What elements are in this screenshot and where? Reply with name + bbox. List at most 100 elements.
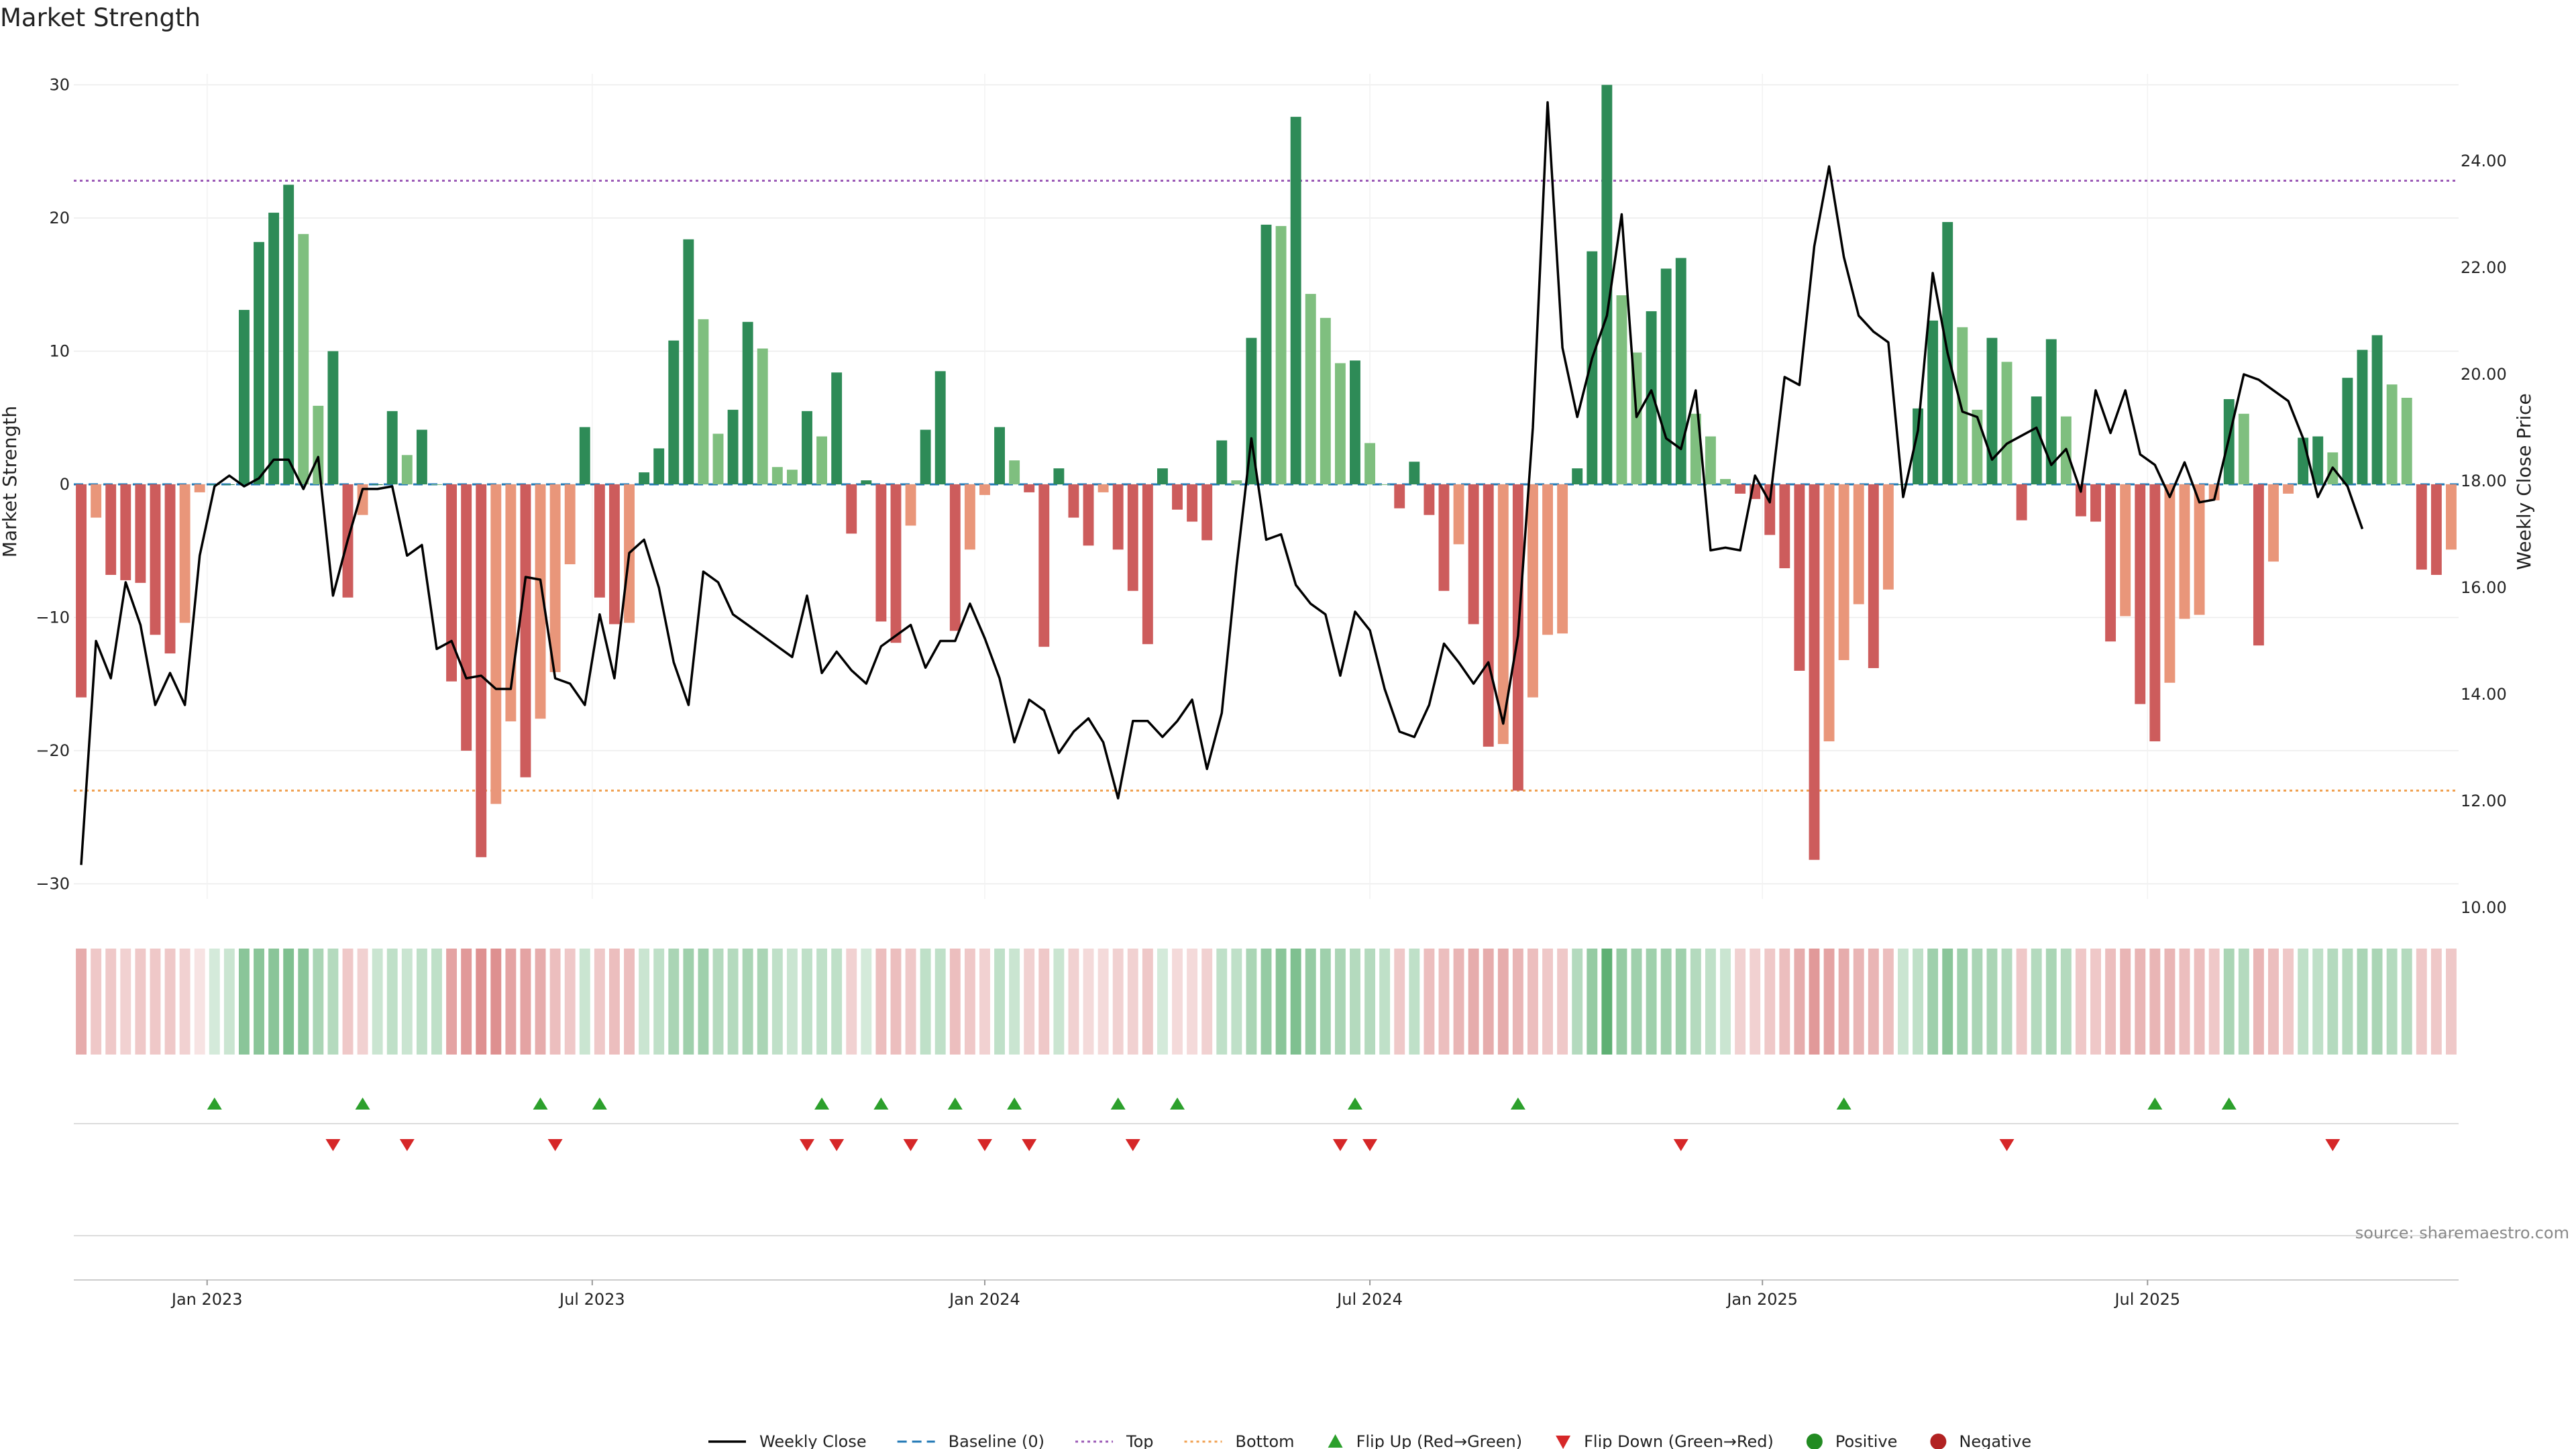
y-tick-label: −20 [36, 741, 70, 760]
heat-cell [1794, 949, 1805, 1055]
y-right-tick-label: 12.00 [2461, 792, 2507, 810]
strength-bar [2342, 378, 2353, 484]
strength-bar [2416, 484, 2427, 570]
heat-cell [1290, 949, 1301, 1055]
heat-cell [194, 949, 205, 1055]
strength-bar [771, 467, 783, 484]
strength-bar [401, 455, 413, 484]
flip-up-marker [207, 1097, 222, 1110]
heat-cell [2223, 949, 2235, 1055]
heat-cell [1601, 949, 1613, 1055]
strength-bar [757, 348, 768, 484]
heat-cell [2060, 949, 2072, 1055]
heat-cell [135, 949, 146, 1055]
flip-down-marker [1332, 1139, 1348, 1151]
heat-cell [1542, 949, 1553, 1055]
strength-bar [2401, 397, 2412, 484]
strength-bar [1957, 327, 1968, 484]
strength-bar [934, 371, 946, 484]
legend-item: Weekly Close [708, 1432, 867, 1449]
heat-cell [2342, 949, 2353, 1055]
strength-bar [712, 433, 724, 484]
legend-label: Weekly Close [759, 1432, 867, 1449]
strength-bar [1127, 484, 1138, 591]
strength-bar [1172, 484, 1183, 510]
flip-down-marker [325, 1139, 341, 1151]
strength-bar [1601, 85, 1613, 484]
heat-cell [1675, 949, 1686, 1055]
flip-markers [74, 1097, 2459, 1236]
legend-label: Bottom [1236, 1432, 1295, 1449]
strength-bar [2253, 484, 2264, 646]
heat-cell [1379, 949, 1391, 1055]
flip-up-marker [1510, 1097, 1525, 1110]
strength-bar [994, 427, 1005, 484]
heat-cell [2208, 949, 2220, 1055]
flip-down-marker [547, 1139, 563, 1151]
heat-cell [920, 949, 931, 1055]
heat-cell [1083, 949, 1094, 1055]
heat-cell [1898, 949, 1909, 1055]
strength-bar [594, 484, 605, 598]
heat-cell [1972, 949, 1983, 1055]
legend-swatch [1930, 1434, 1947, 1449]
heat-cell [268, 949, 280, 1055]
strength-bar [1986, 337, 1998, 484]
y-right-tick-label: 18.00 [2461, 472, 2507, 490]
heat-cell [964, 949, 975, 1055]
legend-item: Flip Up (Red→Green) [1328, 1432, 1522, 1449]
flip-up-marker [1347, 1097, 1362, 1110]
strength-bar [1616, 295, 1627, 484]
legend-swatch [1556, 1436, 1571, 1449]
strength-bar [1557, 484, 1568, 634]
heat-cell [490, 949, 502, 1055]
heat-cell [668, 949, 680, 1055]
heat-cell [505, 949, 517, 1055]
heat-cell [2371, 949, 2383, 1055]
strength-bar [2298, 437, 2309, 484]
strength-bar [1024, 484, 1035, 492]
heat-cell [416, 949, 427, 1055]
strength-bar [535, 484, 546, 719]
strength-bar [1424, 484, 1435, 515]
strength-bar [2268, 484, 2279, 562]
strength-bar [2105, 484, 2116, 642]
heat-cell [757, 949, 768, 1055]
strength-bar [476, 484, 487, 857]
strength-bar [1364, 443, 1376, 484]
strength-bar [2045, 339, 2057, 484]
strength-bar [298, 233, 309, 484]
strength-bar [608, 484, 620, 625]
strength-bar [179, 484, 191, 623]
strength-bar [1350, 360, 1360, 484]
heat-cell [1913, 949, 1924, 1055]
strength-bar [1483, 484, 1494, 747]
heat-cell [949, 949, 961, 1055]
strength-bar [135, 484, 146, 583]
heat-cell [712, 949, 724, 1055]
heat-cell [1483, 949, 1494, 1055]
strength-bar [1097, 484, 1109, 492]
strength-bar [564, 484, 576, 565]
heat-cell [372, 949, 383, 1055]
heat-cell [327, 949, 339, 1055]
heat-cell [2105, 949, 2116, 1055]
strength-bar [1587, 251, 1598, 484]
heat-cell [342, 949, 354, 1055]
heat-cell [802, 949, 812, 1055]
flip-up-marker [592, 1097, 607, 1110]
heat-cell [2416, 949, 2427, 1055]
heat-cell [1823, 949, 1835, 1055]
x-tick-label: Jan 2025 [1725, 1290, 1798, 1309]
strength-bar [639, 472, 650, 484]
heat-cell [1394, 949, 1405, 1055]
y-right-tick-label: 22.00 [2461, 258, 2507, 277]
flip-down-marker [399, 1139, 415, 1151]
strength-bar [416, 429, 427, 484]
heat-cell [461, 949, 472, 1055]
strength-bar [1112, 484, 1124, 550]
strength-bar [1290, 117, 1301, 484]
heat-cell [1779, 949, 1790, 1055]
strength-bar [1823, 484, 1835, 742]
heat-cell [564, 949, 576, 1055]
